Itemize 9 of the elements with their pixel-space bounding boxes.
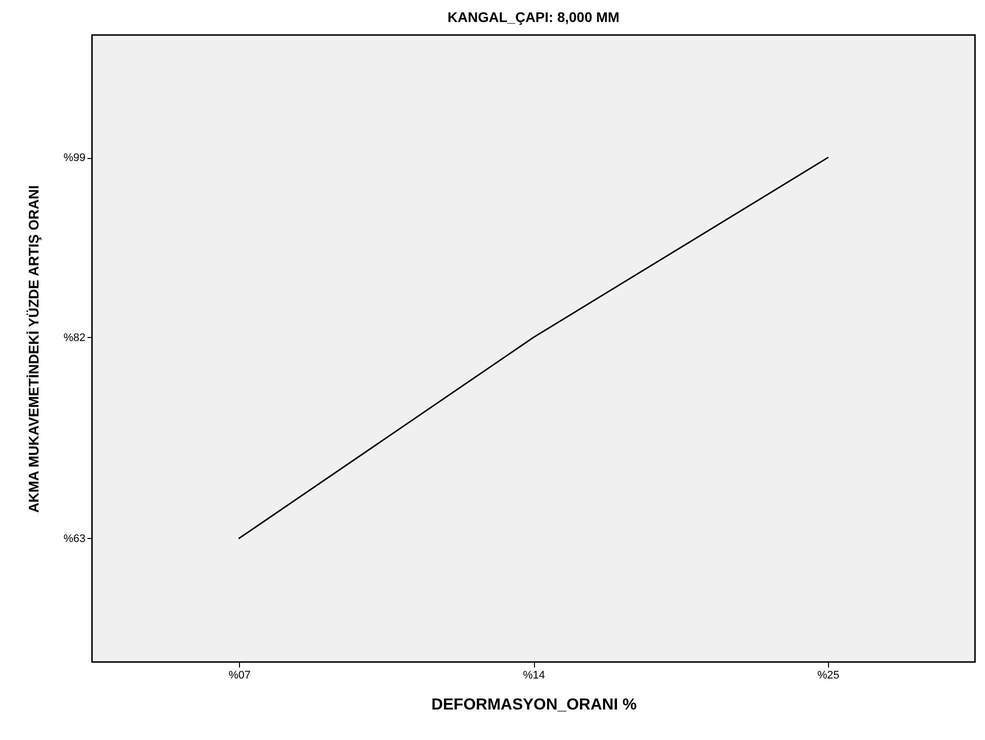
y-tick-label: %82 xyxy=(63,332,86,344)
x-tick-label: %14 xyxy=(522,670,546,682)
y-axis-title: AKMA MUKAVEMETİNDEKİ YÜZDE ARTIŞ ORANI xyxy=(25,185,42,513)
x-tick-label: %25 xyxy=(817,670,840,682)
x-axis-title: DEFORMASYON_ORANI % xyxy=(431,696,637,714)
chart-title: KANGAL_ÇAPI: 8,000 MM xyxy=(448,9,620,25)
x-tick-label: %07 xyxy=(228,670,251,682)
y-tick-label: %63 xyxy=(63,532,86,545)
y-tick-label: %99 xyxy=(63,152,86,164)
